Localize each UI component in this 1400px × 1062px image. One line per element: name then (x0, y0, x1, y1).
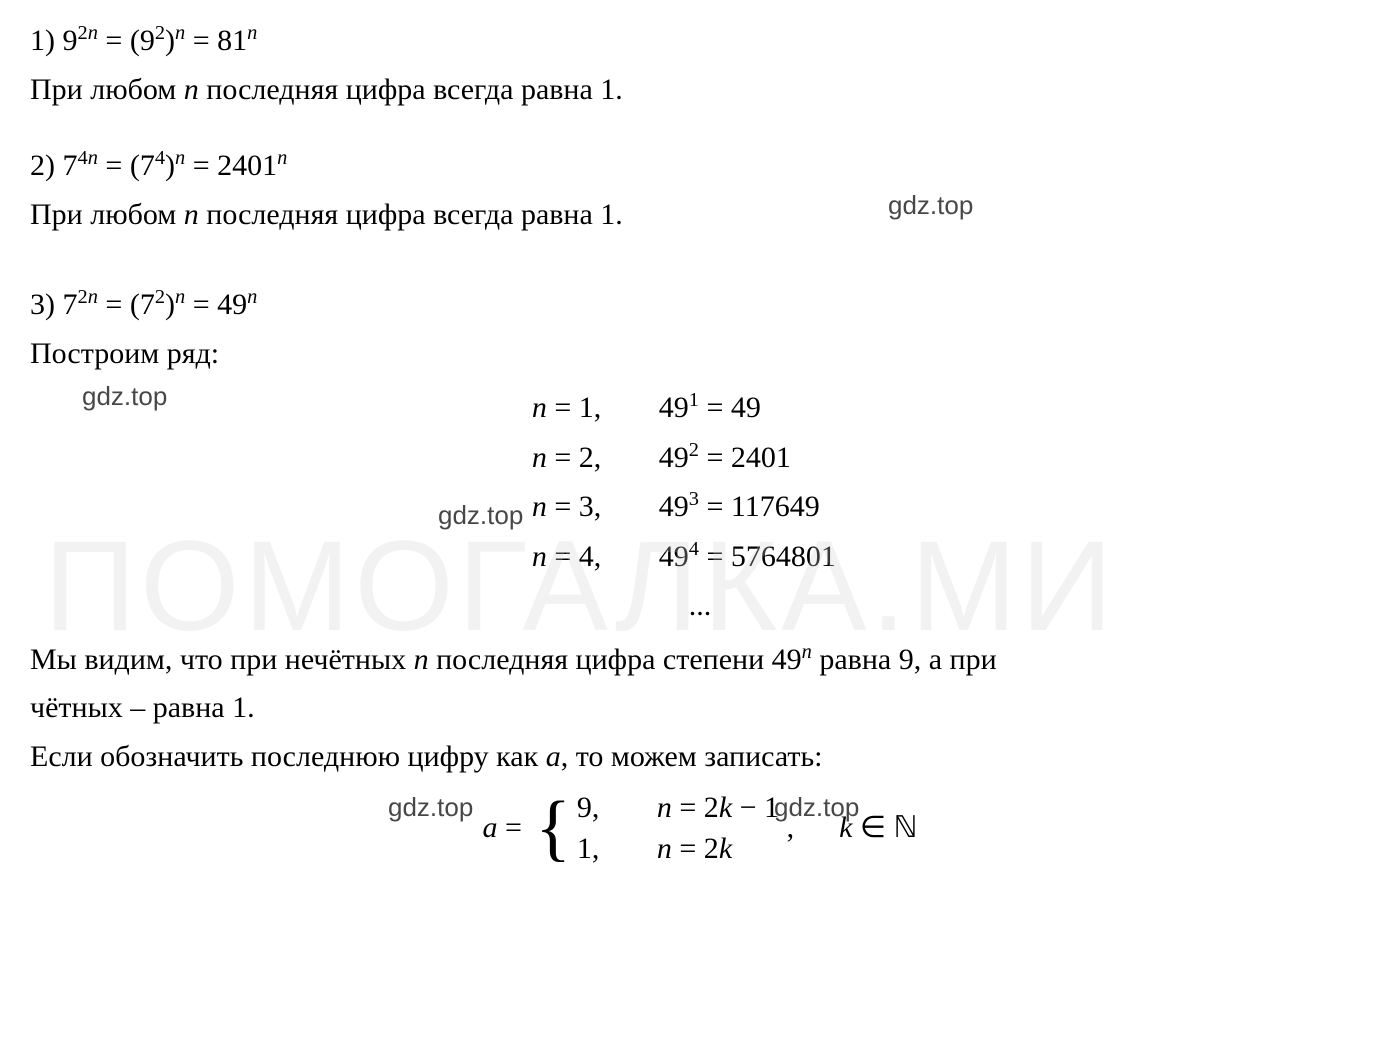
conc-var1: n (414, 643, 429, 676)
conc-c: равна 9, а при (812, 643, 997, 676)
item3-prefix: 3) (30, 288, 63, 321)
calc-row-4: n = 4, 494 = 5764801 (30, 532, 1370, 582)
item2-equation: 2) 74n = (74)n = 2401n (30, 143, 1370, 190)
calc-ellipsis: ... (30, 581, 1370, 631)
item3-equation: 3) 72n = (72)n = 49n (30, 282, 1370, 329)
item1-text-var: n (184, 73, 199, 106)
formula: a = { 9, n = 2k − 1 1, n = 2k , k ∈ ℕ (30, 788, 1370, 869)
item1-text-b: последняя цифра всегда равна 1. (199, 73, 623, 106)
item3-build: Построим ряд: (30, 331, 1370, 378)
conc-b: последняя цифра степени 49 (429, 643, 802, 676)
desig-b: , то можем записать: (561, 740, 823, 773)
item2-text-var: n (184, 198, 199, 231)
desig-a: Если обозначить последнюю цифру как (30, 740, 546, 773)
item1-expr: 92n = (92)n = 81n (63, 24, 258, 57)
formula-eq: = (497, 805, 529, 852)
item3-designate: Если обозначить последнюю цифру как a, т… (30, 734, 1370, 781)
calc-row-2: n = 2, 492 = 2401 (30, 433, 1370, 483)
calc-block: n = 1, 491 = 49 n = 2, 492 = 2401 n = 3,… (30, 383, 1370, 631)
brace-icon: { (535, 799, 571, 858)
formula-lhs: a (482, 805, 497, 852)
item1-text: При любом n последняя цифра всегда равна… (30, 67, 1370, 114)
item2-expr: 74n = (74)n = 2401n (63, 149, 288, 182)
desig-var: a (546, 740, 561, 773)
item1-prefix: 1) (30, 24, 63, 57)
item1-text-a: При любом (30, 73, 184, 106)
item3-conclusion-1: Мы видим, что при нечётных n последняя ц… (30, 637, 1370, 684)
item2-text-a: При любом (30, 198, 184, 231)
conc-var2: n (802, 641, 812, 663)
item1-equation: 1) 92n = (92)n = 81n (30, 18, 1370, 65)
item2-prefix: 2) (30, 149, 63, 182)
formula-trail: , k ∈ ℕ (779, 805, 918, 852)
case2-cond: n = 2k (657, 832, 732, 865)
item2-text: При любом n последняя цифра всегда равна… (30, 192, 1370, 239)
item2-text-b: последняя цифра всегда равна 1. (199, 198, 623, 231)
case1-cond: n = 2k − 1 (657, 791, 779, 824)
item3-conclusion-2: чётных – равна 1. (30, 685, 1370, 732)
case2-val: 1, (577, 829, 650, 870)
calc-row-3: n = 3, 493 = 117649 (30, 482, 1370, 532)
cases: 9, n = 2k − 1 1, n = 2k (577, 788, 779, 869)
conc-a: Мы видим, что при нечётных (30, 643, 414, 676)
case1-val: 9, (577, 788, 650, 829)
calc-row-1: n = 1, 491 = 49 (30, 383, 1370, 433)
item3-expr: 72n = (72)n = 49n (63, 288, 258, 321)
